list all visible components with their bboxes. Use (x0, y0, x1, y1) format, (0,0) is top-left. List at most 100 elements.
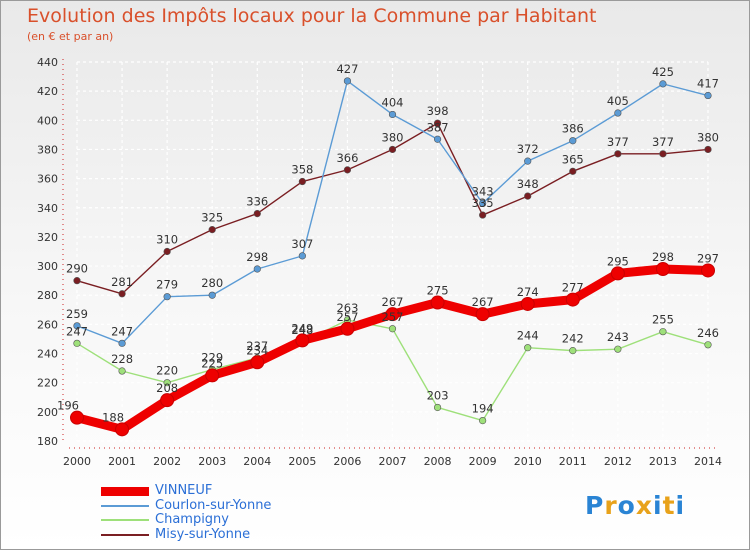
data-label: 343 (472, 184, 494, 198)
data-label: 398 (427, 104, 449, 118)
chart-subtitle: (en € et par an) (27, 30, 114, 43)
series-champigny (73, 316, 712, 425)
data-point (163, 247, 171, 256)
legend-swatch (101, 487, 149, 496)
x-tick-label: 2011 (559, 455, 587, 468)
data-label: 220 (156, 364, 178, 378)
data-point (610, 266, 625, 281)
data-label: 372 (517, 142, 539, 156)
series-courlon-sur-yonne (73, 77, 712, 347)
data-point (659, 328, 667, 336)
data-label: 257 (382, 310, 404, 324)
y-tick-label: 260 (37, 318, 58, 331)
x-tick-label: 2002 (153, 455, 181, 468)
data-label: 275 (427, 284, 449, 298)
data-point (704, 91, 712, 100)
data-label: 377 (607, 135, 629, 149)
data-label: 425 (652, 65, 674, 79)
data-label: 194 (472, 402, 494, 416)
y-tick-label: 360 (37, 173, 58, 186)
data-label: 366 (336, 151, 358, 165)
data-label: 267 (472, 295, 494, 309)
legend-label: Misy-sur-Yonne (155, 526, 251, 542)
data-point (520, 296, 535, 311)
data-label: 297 (697, 251, 719, 265)
logo-letter: P (585, 491, 605, 520)
data-labels: 290 281 310 325 336 358 366 380 398 335 348 365 377 3… (57, 62, 719, 424)
data-point (659, 80, 667, 88)
y-tick-label: 440 (37, 56, 58, 69)
data-label: 259 (66, 307, 88, 321)
data-point (475, 307, 490, 322)
data-label: 290 (66, 262, 88, 276)
data-point (479, 199, 487, 207)
data-label: 274 (517, 285, 539, 299)
data-point (569, 137, 577, 145)
data-point (160, 393, 175, 408)
data-label: 336 (246, 195, 268, 209)
x-tick-label: 2003 (198, 455, 226, 468)
data-label: 387 (427, 120, 449, 134)
y-tick-label: 320 (37, 231, 58, 244)
logo-letter: i (653, 491, 663, 520)
data-point (70, 410, 84, 425)
data-label: 203 (427, 388, 449, 402)
data-point (295, 333, 310, 348)
data-point (73, 322, 81, 330)
data-point (614, 345, 622, 353)
data-point (704, 145, 712, 154)
legend-swatch (101, 519, 149, 521)
data-point (704, 341, 712, 349)
y-tick-label: 180 (37, 435, 58, 448)
legend-swatch (101, 533, 149, 536)
data-point (388, 145, 397, 154)
data-point (565, 292, 580, 307)
data-label: 277 (562, 281, 584, 295)
data-label: 335 (472, 196, 494, 210)
y-tick-label: 280 (37, 289, 58, 302)
data-point (340, 321, 355, 336)
data-label: 249 (291, 321, 313, 335)
data-point (298, 252, 306, 260)
data-label: 255 (652, 313, 674, 327)
data-point (655, 261, 670, 276)
data-point (524, 344, 532, 352)
data-label: 244 (517, 329, 539, 343)
data-point (343, 166, 352, 174)
data-point (73, 277, 81, 285)
data-label: 243 (607, 330, 629, 344)
data-point (433, 135, 442, 143)
data-label: 325 (201, 211, 223, 225)
data-label: 380 (382, 130, 404, 144)
data-label: 188 (102, 410, 124, 424)
data-label: 248 (291, 323, 313, 337)
data-label: 242 (562, 332, 584, 346)
data-point (250, 355, 265, 370)
data-point (208, 291, 216, 299)
y-tick-label: 400 (37, 114, 58, 127)
data-label: 295 (607, 254, 629, 268)
data-label: 417 (697, 77, 719, 91)
data-point (433, 403, 442, 412)
data-label: 405 (607, 94, 629, 108)
x-tick-label: 2006 (333, 455, 361, 468)
x-tick-label: 2005 (288, 455, 316, 468)
data-label: 196 (57, 399, 79, 413)
data-label: 279 (156, 278, 178, 292)
data-point (569, 167, 577, 175)
data-point (479, 416, 487, 425)
data-label: 246 (697, 326, 719, 340)
data-point (614, 109, 622, 117)
x-tick-label: 2000 (63, 455, 91, 468)
data-label: 267 (382, 295, 404, 309)
data-point (298, 177, 306, 186)
y-tick-label: 240 (37, 348, 58, 361)
data-label: 427 (336, 62, 358, 76)
data-point (388, 110, 397, 119)
data-point (433, 119, 442, 127)
data-label: 377 (652, 135, 674, 149)
x-tick-label: 2004 (243, 455, 271, 468)
data-label: 228 (111, 352, 133, 366)
